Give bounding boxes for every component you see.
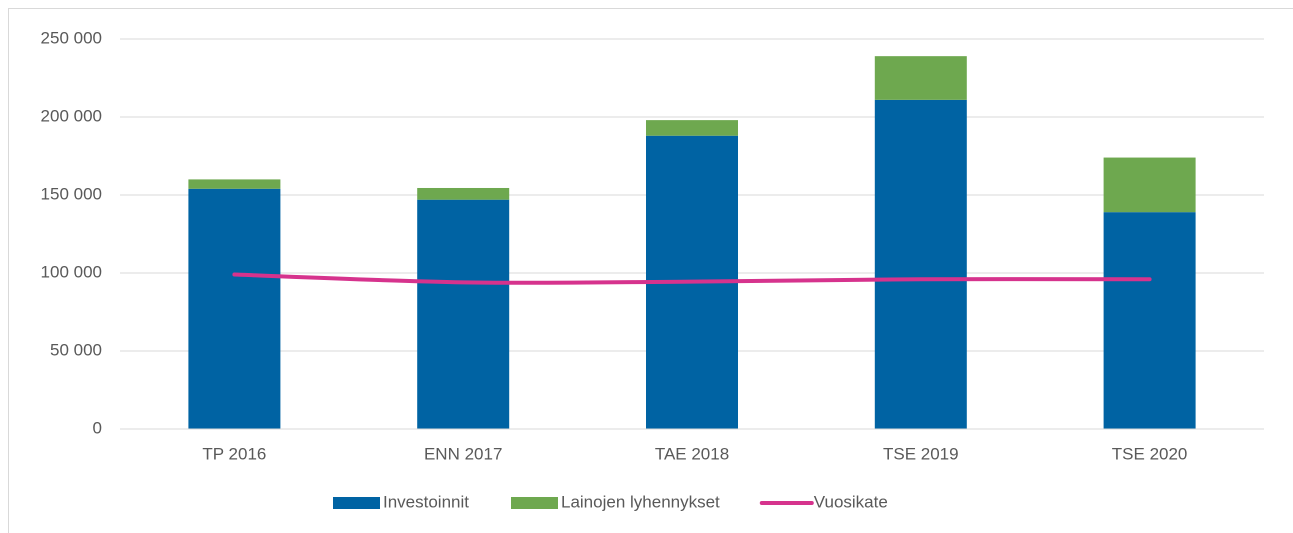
legend-swatch: [333, 497, 380, 509]
y-tick-label: 200 000: [41, 106, 102, 125]
y-tick-label: 50 000: [50, 340, 102, 359]
legend-label: Vuosikate: [814, 492, 888, 511]
bar-segment: [646, 120, 738, 136]
legend-label: Investoinnit: [383, 492, 469, 511]
bar-segment: [188, 188, 281, 429]
legend-label: Lainojen lyhennykset: [561, 492, 720, 511]
legend-swatch: [511, 497, 558, 509]
bar-segment: [417, 187, 510, 200]
bar-segment: [417, 199, 510, 429]
bar-segment: [874, 56, 967, 100]
x-tick-label: ENN 2017: [424, 444, 502, 463]
y-tick-label: 250 000: [41, 28, 102, 47]
x-tick-label: TAE 2018: [655, 444, 729, 463]
chart-frame: [8, 8, 1293, 533]
bar-segment: [874, 99, 967, 429]
bar-segment: [1103, 157, 1196, 213]
x-tick-label: TSE 2020: [1112, 444, 1188, 463]
x-tick-label: TP 2016: [202, 444, 266, 463]
line-series: [232, 272, 1152, 285]
y-tick-label: 100 000: [41, 262, 102, 281]
bar-segment: [1103, 212, 1196, 429]
y-tick-label: 150 000: [41, 184, 102, 203]
bar-segment: [188, 179, 281, 189]
x-tick-label: TSE 2019: [883, 444, 959, 463]
y-tick-label: 0: [93, 418, 102, 437]
